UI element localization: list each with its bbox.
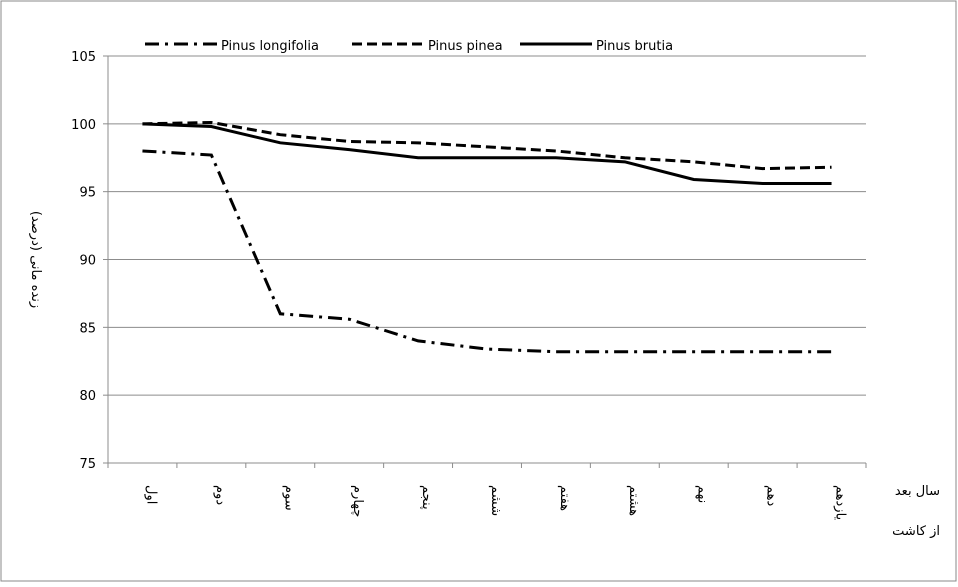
x-axis-label: سال بعد xyxy=(895,484,940,499)
x-tick-label: نهم xyxy=(695,485,710,503)
legend-label: Pinus brutia xyxy=(596,39,673,54)
y-tick-label: 85 xyxy=(79,321,96,336)
x-tick-label: هشتم xyxy=(626,485,641,516)
x-axis-label: از کاشت xyxy=(892,524,940,539)
x-tick-label: پنجم xyxy=(419,485,434,510)
x-tick-label: دهم xyxy=(764,485,779,507)
x-tick-label: چهارم xyxy=(350,485,365,517)
x-tick-label: هفتم xyxy=(557,485,572,511)
x-tick-label: یازدهم xyxy=(833,485,848,521)
y-tick-label: 80 xyxy=(79,389,96,404)
x-tick-label: سوم xyxy=(281,485,296,511)
y-tick-label: 90 xyxy=(79,254,96,269)
series-line xyxy=(142,120,832,171)
x-tick-label: ششم xyxy=(488,485,503,516)
y-tick-label: 95 xyxy=(79,186,96,201)
y-tick-label: 105 xyxy=(71,50,96,65)
y-tick-label: 100 xyxy=(71,118,96,133)
series-line xyxy=(142,122,832,186)
x-tick-label: دوم xyxy=(212,485,227,505)
legend-label: Pinus pinea xyxy=(428,39,503,54)
y-axis-label: زنده مانی (درصد) xyxy=(28,211,43,308)
legend-label: Pinus longifolia xyxy=(221,39,319,54)
y-tick-label: 75 xyxy=(79,457,96,472)
series-line xyxy=(142,149,832,354)
x-tick-label: اول xyxy=(143,485,158,504)
